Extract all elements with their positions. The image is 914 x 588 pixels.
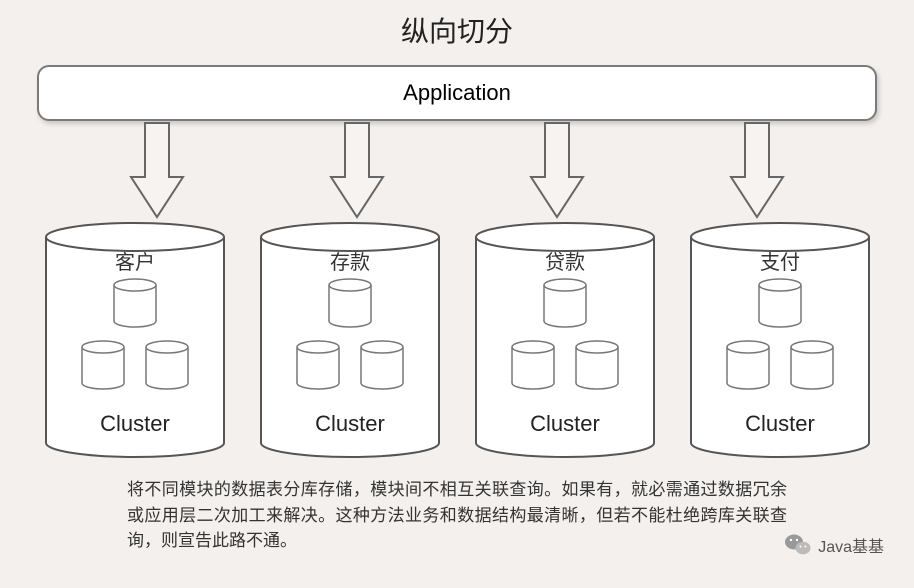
mini-cylinder (576, 341, 618, 389)
arrows-row (37, 121, 877, 221)
mini-cylinder (727, 341, 769, 389)
watermark-text: Java基基 (818, 533, 884, 557)
mini-cylinder (82, 341, 124, 389)
cluster-footer: Cluster (530, 411, 600, 436)
watermark: Java基基 (784, 532, 884, 558)
cluster-name: 支付 (760, 251, 800, 274)
cluster-footer: Cluster (745, 411, 815, 436)
mini-cylinder (544, 279, 586, 327)
cluster-footer: Cluster (100, 411, 170, 436)
diagram-title: 纵向切分 (30, 10, 884, 50)
mini-cylinder (146, 341, 188, 389)
mini-cylinder (114, 279, 156, 327)
application-box: Application (37, 65, 877, 121)
arrow (67, 121, 247, 221)
description-text: 将不同模块的数据表分库存储，模块间不相互关联查询。如果有，就必需通过数据冗余或应… (127, 477, 787, 554)
clusters-row: 客户 Cluster (32, 221, 882, 459)
mini-cylinder (361, 341, 403, 389)
cluster: 存款 Cluster (247, 221, 452, 459)
cluster: 客户 Cluster (32, 221, 237, 459)
cluster: 支付 Cluster (677, 221, 882, 459)
arrow (667, 121, 847, 221)
mini-cylinder (791, 341, 833, 389)
cluster: 贷款 Cluster (462, 221, 667, 459)
cluster-name: 客户 (115, 251, 155, 274)
wechat-icon (784, 532, 812, 558)
arrow (467, 121, 647, 221)
cluster-footer: Cluster (315, 411, 385, 436)
mini-cylinder (329, 279, 371, 327)
mini-cylinder (297, 341, 339, 389)
mini-cylinder (759, 279, 801, 327)
cluster-name: 贷款 (545, 251, 585, 274)
arrow (267, 121, 447, 221)
mini-cylinder (512, 341, 554, 389)
application-label: Application (403, 80, 511, 106)
cluster-name: 存款 (330, 251, 370, 274)
